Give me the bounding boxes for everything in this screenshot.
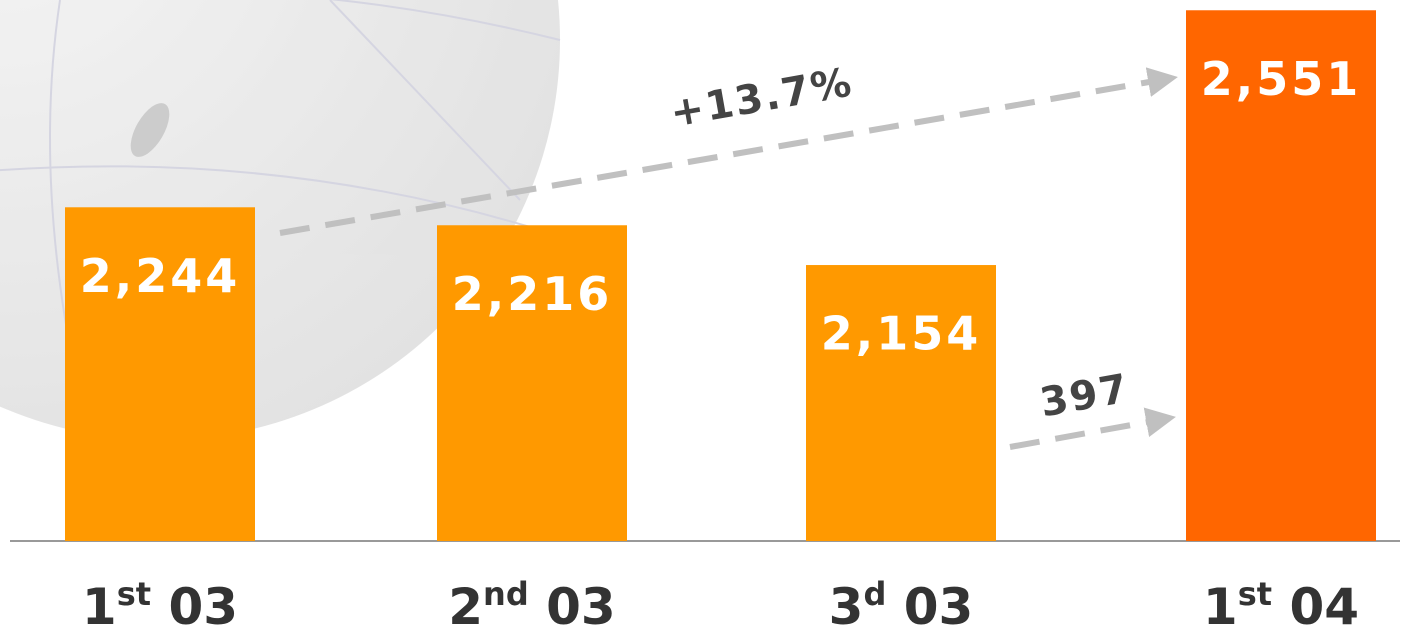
bar [65, 207, 255, 542]
x-tick-label: 3d 03 [829, 575, 974, 636]
annotation-arrow [279, 67, 1178, 236]
value-label: 2,551 [1201, 52, 1362, 106]
bar [437, 225, 627, 541]
annotation: 397 [1037, 366, 1133, 427]
value-label: 2,216 [452, 267, 613, 321]
annotation-arrow [1009, 407, 1176, 450]
value-label: 2,154 [821, 307, 982, 361]
x-tick-label: 1st 03 [82, 575, 238, 636]
bar [806, 265, 996, 541]
x-tick-label: 2nd 03 [448, 575, 615, 636]
annotation: +13.7% [667, 59, 856, 136]
bar [1186, 10, 1376, 542]
value-label: 2,244 [80, 249, 241, 303]
x-tick-label: 1st 04 [1203, 575, 1359, 636]
